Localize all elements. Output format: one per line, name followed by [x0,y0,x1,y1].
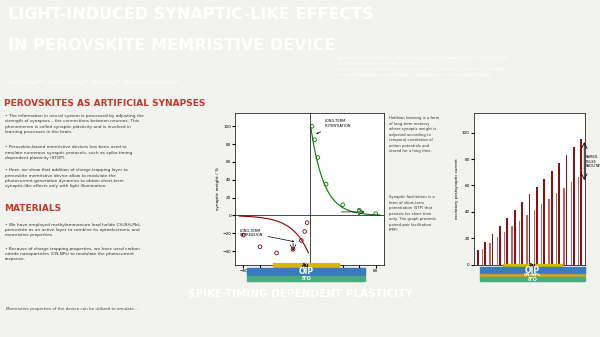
Text: • Perovskite-based memristive devices has been used to
emulate numerous synaptic: • Perovskite-based memristive devices ha… [5,145,133,160]
Text: MATERIALS: MATERIALS [4,205,61,213]
Y-axis label: excitatory postsynaptic current: excitatory postsynaptic current [455,158,460,219]
Text: • We have employed methylammonium lead halide CH₃NH₃PbI₃
perovskite as an active: • We have employed methylammonium lead h… [5,222,140,237]
X-axis label: Time: Time [524,267,535,271]
Bar [573,147,575,265]
Text: Au: Au [302,263,310,268]
Bar [247,268,365,275]
Bar [548,199,550,265]
Point [239,233,248,238]
Bar [503,264,562,267]
Bar [484,242,486,265]
Point [307,124,317,129]
Bar [273,264,339,267]
Bar [482,248,483,265]
Text: LONG-TERM
POTENTIATION: LONG-TERM POTENTIATION [317,119,351,134]
Bar [521,202,523,265]
Bar [558,163,560,265]
Bar [477,249,479,265]
Point [355,208,364,213]
Text: Au: Au [529,263,536,268]
Text: ITO: ITO [527,277,538,282]
Point [300,229,310,234]
Bar [533,210,535,265]
X-axis label: Time interval / ms: Time interval / ms [290,275,329,279]
Bar [480,277,585,281]
Text: OIP: OIP [525,266,540,275]
Bar [529,194,530,265]
Text: • Here, we show that addition of charge-trapping layer to
perovskite memristive : • Here, we show that addition of charge-… [5,168,128,188]
Bar [514,210,515,265]
Bar [491,234,493,265]
Bar [566,155,568,265]
Bar [497,238,498,265]
Point [272,250,281,256]
Point [302,220,312,225]
Bar [536,186,538,265]
Text: Synaptic facilitation is a
form of short-term
potentiation (STP) that
persists f: Synaptic facilitation is a form of short… [389,195,436,232]
Point [288,247,298,252]
Bar [489,243,491,265]
Bar [480,267,585,274]
Point [310,137,319,142]
Point [313,155,323,160]
Point [322,182,331,187]
Text: ᵃ Academic Centre for Materials and Nanotechnology, AGH University of Science an: ᵃ Academic Centre for Materials and Nano… [336,56,509,77]
Text: Memristive properties of the device can be utilized to emulate...: Memristive properties of the device can … [6,307,137,311]
Bar [541,205,542,265]
Text: Piotr Zawalᵃᵇ, Tomasz Mazurᵃ, Maria Lisᵃᶜ, Konrad Szacilowskiᵃ: Piotr Zawalᵃᵇ, Tomasz Mazurᵃ, Maria Lisᵃ… [8,79,178,85]
Bar [511,226,513,265]
Text: LIGHT-INDUCED SYNAPTIC-LIKE EFFECTS: LIGHT-INDUCED SYNAPTIC-LIKE EFFECTS [8,7,373,22]
Bar [571,182,572,265]
Point [296,238,306,243]
Text: • Because of charge trapping properties, we have used carbon
nitride nanoparticl: • Because of charge trapping properties,… [5,247,140,261]
Bar [556,193,557,265]
Bar [506,218,508,265]
Point [371,211,380,216]
Bar [551,171,553,265]
Text: IN PEROVSKITE MEMRISTIVE DEVICE: IN PEROVSKITE MEMRISTIVE DEVICE [8,38,335,54]
Text: CN-NPs: CN-NPs [524,273,541,277]
Text: Hebbian learning is a form
of long-term memory
where synaptic weight is
adjusted: Hebbian learning is a form of long-term … [389,116,439,153]
Text: • The information in neural system is processed by adjusting the
strength of syn: • The information in neural system is pr… [5,114,144,134]
Text: ITO: ITO [301,276,311,281]
Bar [247,276,365,281]
Text: PEROVSKITES AS ARTIFICIAL SYNAPSES: PEROVSKITES AS ARTIFICIAL SYNAPSES [4,99,205,108]
Bar [504,232,505,265]
Bar [563,188,565,265]
Bar [499,226,501,265]
Point [255,244,265,249]
Text: OIP: OIP [298,267,314,276]
Bar [526,215,527,265]
Y-axis label: synaptic weight / %: synaptic weight / % [215,167,220,210]
Bar [578,177,580,265]
Bar [519,221,520,265]
Point [338,202,347,208]
Bar [544,179,545,265]
Text: SPIKE-TIMING DEPENDENT PLASTICITY: SPIKE-TIMING DEPENDENT PLASTICITY [188,289,412,299]
Text: PAIRED-
PULSE
FACILITATION: PAIRED- PULSE FACILITATION [586,155,600,168]
Bar [480,274,585,277]
Text: LONG-TERM
DEPRESSION: LONG-TERM DEPRESSION [239,229,294,242]
Bar [580,139,582,265]
